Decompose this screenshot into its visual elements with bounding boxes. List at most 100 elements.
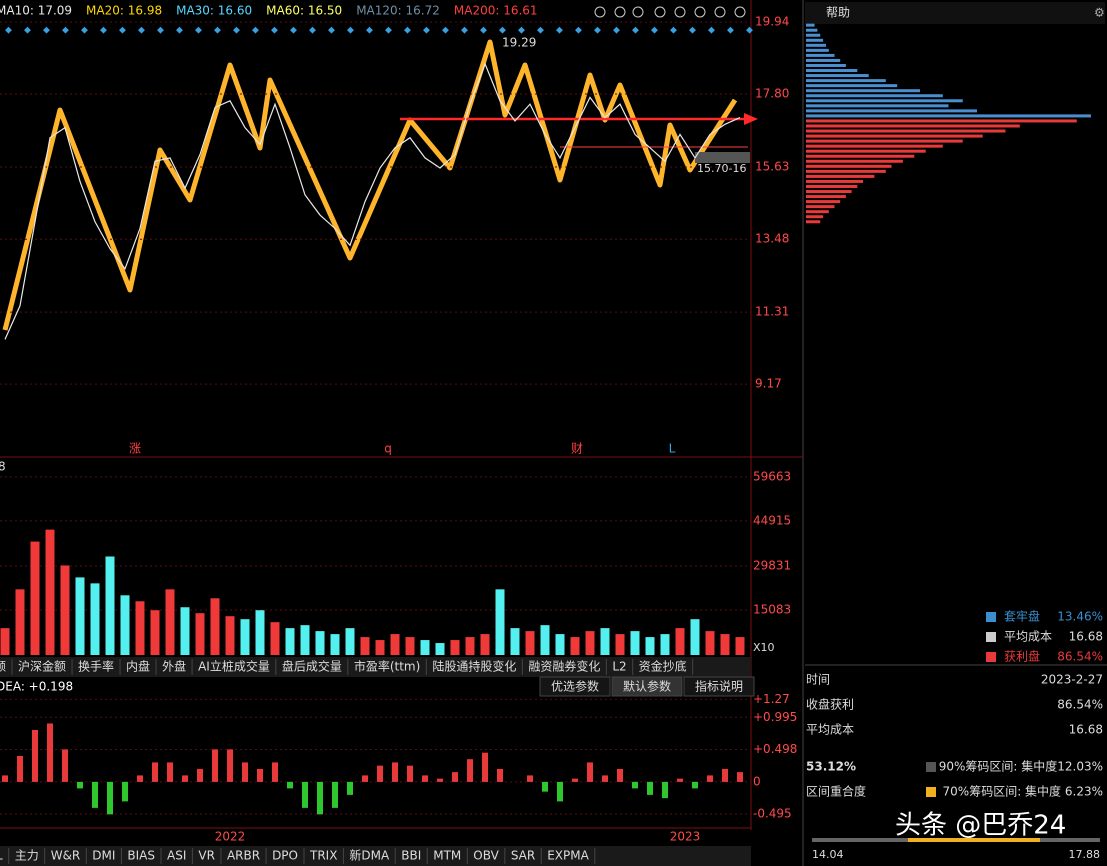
macd-tick-label: +0.498 (753, 742, 797, 756)
macd-bar (302, 781, 308, 808)
bottom-tab[interactable]: OBV (473, 849, 499, 863)
bottom-tab[interactable]: BIAS (127, 849, 155, 863)
button-label[interactable]: 优选参数 (551, 679, 599, 694)
volume-bar (105, 556, 115, 655)
bottom-tab[interactable]: TRIX (309, 849, 337, 863)
row-label: 时间 (806, 673, 830, 687)
chip-bar (806, 134, 983, 138)
macd-bar (242, 762, 248, 782)
bottom-tab[interactable]: L (0, 849, 3, 863)
volume-bar (420, 640, 430, 655)
row-value: 86.54% (1057, 698, 1103, 712)
indicator-tab[interactable]: 盘后成交量 (282, 659, 342, 674)
volume-tick-label: 29831 (753, 558, 791, 572)
macd-bar (92, 781, 98, 808)
tool-icon[interactable] (694, 6, 706, 18)
indicator-tab[interactable]: 市盈率(ttm) (354, 659, 420, 674)
tool-icon[interactable] (714, 6, 726, 18)
indicator-tab[interactable]: 外盘 (162, 659, 186, 674)
tab-bar (0, 846, 751, 866)
volume-tick-label: 44915 (753, 513, 791, 527)
bottom-tab[interactable]: BBI (401, 849, 421, 863)
indicator-tab[interactable]: 内盘 (126, 659, 150, 674)
event-marker: 涨 (129, 441, 141, 456)
signal-marker: ◆ (404, 26, 411, 36)
macd-bar (632, 781, 638, 789)
button[interactable] (539, 676, 611, 697)
indicator-tab[interactable]: 额 (0, 660, 6, 674)
volume-bar (360, 637, 370, 655)
volume-bar (585, 631, 595, 655)
chip-bar (806, 38, 824, 42)
bottom-tab[interactable]: ASI (167, 849, 186, 863)
indicator-tab[interactable]: L2 (612, 660, 626, 674)
x-tick-label: 2023 (670, 830, 701, 844)
signal-marker: ◆ (423, 26, 430, 36)
signal-marker: ◆ (613, 26, 620, 36)
signal-marker: ◆ (727, 26, 734, 36)
macd-bar (362, 775, 368, 782)
volume-bar (555, 634, 565, 655)
tool-icon[interactable] (594, 6, 606, 18)
settings-icon[interactable]: ⚙ (1094, 6, 1105, 20)
macd-bar (407, 765, 413, 782)
volume-tick-label: 59663 (753, 469, 791, 483)
bottom-tab[interactable]: SAR (511, 849, 535, 863)
macd-bar (707, 775, 713, 782)
indicator-tab[interactable]: 换手率 (78, 659, 114, 674)
price-tick-label: 19.94 (755, 15, 789, 29)
volume-bar (135, 601, 145, 655)
indicator-tab[interactable]: AI立桩成交量 (198, 659, 270, 674)
macd-bar (2, 775, 8, 782)
signal-marker: ◆ (556, 26, 563, 36)
signal-marker: ◆ (157, 26, 164, 36)
button[interactable] (683, 676, 755, 697)
tool-icon[interactable] (734, 6, 746, 18)
signal-marker: ◆ (689, 26, 696, 36)
tool-icon[interactable] (614, 6, 626, 18)
bottom-tab[interactable]: DMI (92, 849, 115, 863)
macd-tick-label: +0.995 (753, 710, 797, 724)
signal-marker: ◆ (328, 26, 335, 36)
bottom-tab[interactable]: DPO (272, 849, 298, 863)
indicator-tab[interactable]: 资金抄底 (639, 659, 687, 674)
signal-marker: ◆ (233, 26, 240, 36)
volume-header: 8 (0, 460, 6, 474)
bottom-tab[interactable]: VR (198, 849, 215, 863)
macd-bar (152, 762, 158, 782)
event-marker: 财 (571, 442, 583, 456)
signal-marker: ◆ (309, 26, 316, 36)
bottom-tab[interactable]: W&R (51, 849, 81, 863)
legend-value: 86.54% (1057, 650, 1103, 664)
button-label[interactable]: 默认参数 (623, 679, 671, 694)
indicator-tab[interactable]: 沪深金额 (18, 659, 66, 674)
volume-bar (270, 622, 280, 655)
tool-icon[interactable] (632, 6, 644, 18)
volume-tick-label: 15083 (753, 602, 791, 616)
macd-bar (557, 781, 563, 802)
price-tick-label: 15.63 (755, 159, 789, 173)
tool-icon[interactable] (654, 6, 666, 18)
indicator-tab[interactable]: 陆股通持股变化 (432, 659, 516, 674)
volume-bar (180, 607, 190, 655)
chip-bar (806, 195, 846, 199)
volume-bar (255, 610, 265, 655)
button-label[interactable]: 指标说明 (695, 679, 743, 694)
bottom-tab[interactable]: 主力 (15, 849, 39, 863)
tool-icon[interactable] (674, 6, 686, 18)
macd-bar (527, 775, 533, 782)
volume-bar (735, 637, 745, 655)
indicator-tab[interactable]: 融资融券变化 (528, 659, 600, 674)
chip-bar (806, 149, 926, 153)
label-box (695, 152, 750, 163)
bottom-tab[interactable]: EXPMA (547, 849, 589, 863)
bottom-tab[interactable]: 新DMA (349, 848, 390, 863)
volume-bar (465, 637, 475, 655)
price-tick-label: 13.48 (755, 232, 789, 246)
button[interactable] (611, 676, 683, 697)
bottom-tab[interactable]: MTM (433, 849, 461, 863)
macd-bar (467, 759, 473, 782)
bottom-tab[interactable]: ARBR (227, 849, 260, 863)
macd-bar (332, 781, 338, 808)
